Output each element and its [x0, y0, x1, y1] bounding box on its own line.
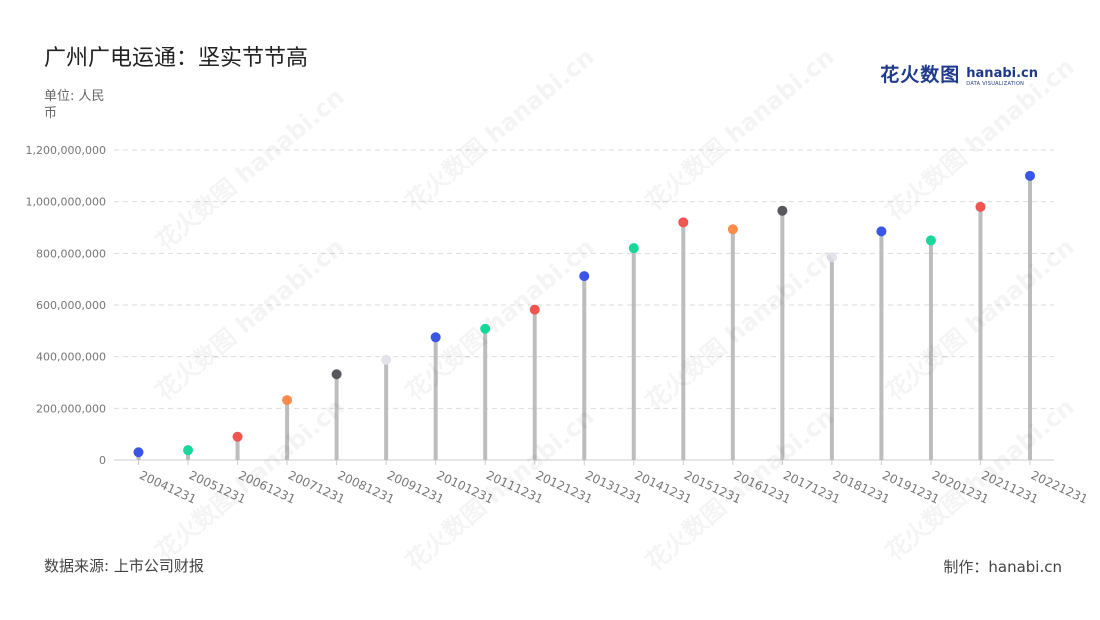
- logo-english-text: hanabi.cn: [966, 66, 1038, 81]
- data-point: [727, 224, 738, 235]
- data-point: [282, 395, 293, 406]
- data-point: [480, 323, 491, 334]
- data-point: [331, 369, 342, 380]
- data-point: [381, 354, 392, 365]
- y-tick-label: 200,000,000: [36, 402, 106, 415]
- y-tick-label: 1,000,000,000: [26, 196, 106, 209]
- data-point: [975, 201, 986, 212]
- logo-english-block: hanabi.cn DATA VISUALIZATION: [966, 67, 1038, 87]
- data-point: [430, 332, 441, 343]
- data-point: [579, 271, 590, 282]
- data-point: [876, 226, 887, 237]
- y-tick-label: 800,000,000: [36, 247, 106, 260]
- unit-label: 单位: 人民币: [44, 89, 105, 121]
- data-point: [628, 243, 639, 254]
- data-point: [826, 252, 837, 263]
- data-point: [925, 235, 936, 246]
- y-tick-label: 600,000,000: [36, 299, 106, 312]
- data-point: [1025, 170, 1035, 181]
- data-source: 数据来源: 上市公司财报: [44, 557, 204, 575]
- data-point: [777, 205, 788, 216]
- credit-text: 制作：hanabi.cn: [943, 558, 1062, 576]
- page-title: 广州广电运通：坚实节节高: [44, 46, 309, 71]
- x-tick-label: 20221231: [1029, 468, 1090, 507]
- data-point: [183, 445, 194, 456]
- data-point: [529, 304, 540, 315]
- y-tick-label: 400,000,000: [36, 351, 106, 364]
- y-tick-label: 0: [99, 454, 106, 467]
- logo-subtitle: DATA VISUALIZATION: [966, 81, 1025, 87]
- data-point: [678, 217, 689, 228]
- y-tick-label: 1,200,000,000: [26, 144, 106, 157]
- data-point: [232, 431, 243, 442]
- data-point: [133, 447, 144, 458]
- brand-logo: 花火数图 hanabi.cn DATA VISUALIZATION: [880, 60, 1038, 87]
- logo-chinese-text: 花火数图: [880, 64, 961, 86]
